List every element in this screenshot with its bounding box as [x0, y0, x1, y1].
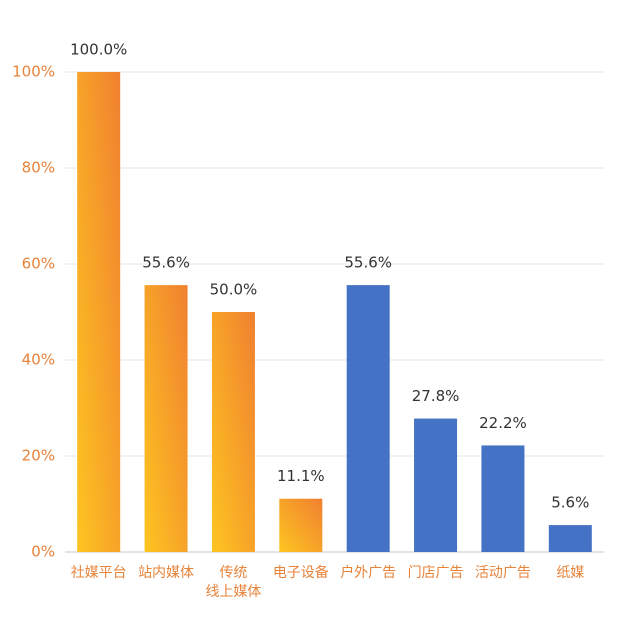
y-tick-label: 80% — [22, 159, 55, 177]
bar — [211, 312, 255, 552]
y-tick-label: 40% — [22, 351, 55, 369]
data-label: 11.1% — [277, 467, 325, 485]
x-tick-label: 门店广告 — [407, 565, 464, 581]
data-label: 22.2% — [479, 414, 527, 432]
bar — [346, 285, 390, 552]
y-tick-label: 60% — [22, 255, 55, 273]
x-tick-label: 传统 线上媒体 — [205, 565, 262, 600]
bar — [279, 498, 323, 552]
bar — [77, 72, 121, 552]
y-tick-label: 20% — [22, 447, 55, 465]
data-label: 27.8% — [412, 387, 460, 405]
x-tick-label: 电子设备 — [272, 565, 329, 581]
x-tick-label: 纸媒 — [556, 565, 585, 581]
data-label: 5.6% — [551, 494, 589, 512]
y-tick-label: 100% — [12, 63, 55, 81]
x-tick-label: 活动广告 — [474, 565, 531, 581]
x-tick-label: 站内媒体 — [138, 565, 195, 581]
data-label: 55.6% — [344, 254, 392, 272]
bar — [144, 285, 188, 552]
data-label: 55.6% — [142, 254, 190, 272]
bar — [481, 445, 525, 552]
x-tick-label: 社媒平台 — [70, 565, 127, 581]
y-tick-label: 0% — [31, 543, 55, 561]
data-label: 100.0% — [70, 41, 127, 59]
bar — [414, 418, 458, 552]
x-tick-label: 户外广告 — [340, 565, 397, 581]
bar — [548, 525, 592, 552]
data-label: 50.0% — [210, 281, 258, 299]
